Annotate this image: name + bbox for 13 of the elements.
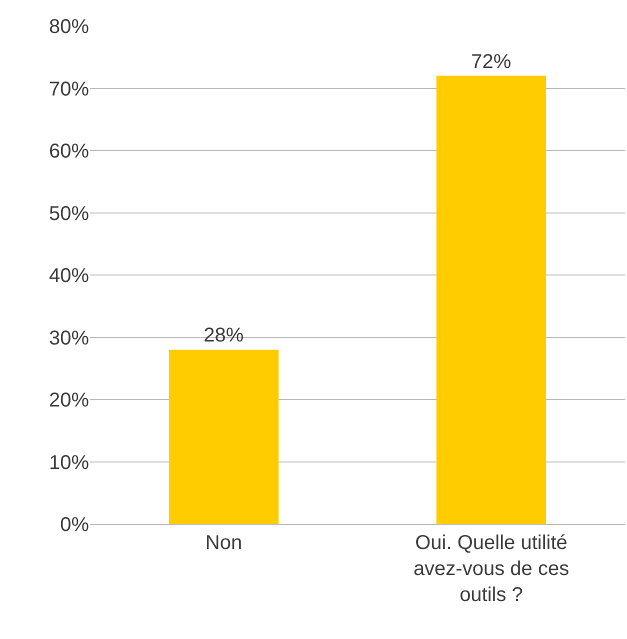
y-tick-label: 80% (48, 16, 90, 38)
data-label: 28% (204, 324, 244, 347)
x-tick-label: Oui. Quelle utilité avez-vous de ces outils ? (413, 532, 570, 606)
y-tick-label: 60% (48, 140, 90, 162)
y-tick-label: 40% (48, 265, 90, 287)
x-tick-label: Non (205, 532, 242, 554)
y-tick-label: 20% (48, 390, 90, 412)
y-tick-label: 70% (48, 78, 90, 100)
y-tick-label: 30% (48, 327, 90, 350)
y-tick-label: 10% (48, 452, 90, 474)
y-tick-label: 0% (60, 514, 90, 536)
y-tick-label: 50% (48, 202, 90, 225)
data-label: 72% (471, 50, 512, 73)
